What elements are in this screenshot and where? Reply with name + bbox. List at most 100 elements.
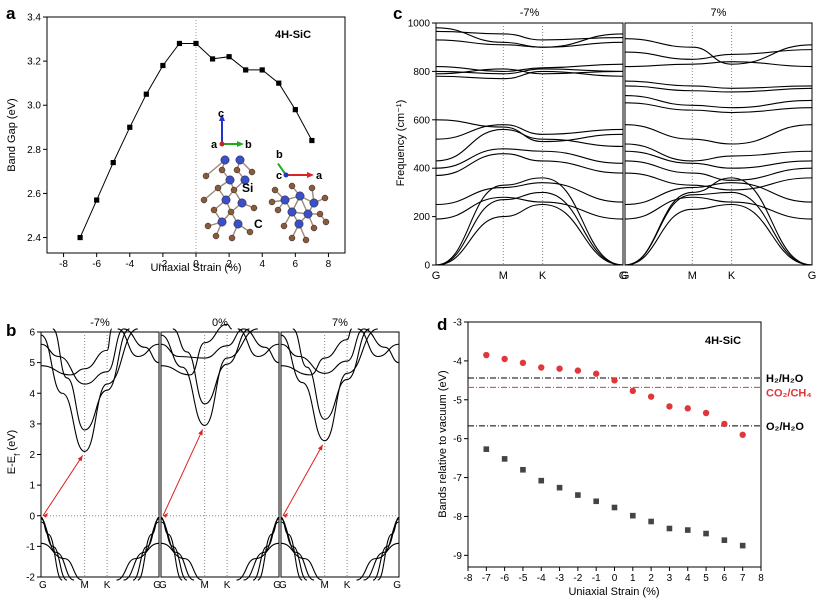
axis-a-point	[219, 141, 225, 147]
kpoint-label: G	[39, 580, 47, 591]
cbm-point	[629, 387, 637, 395]
indirect-gap-arrow-tail	[283, 512, 288, 518]
band-gap-point	[143, 91, 149, 97]
panel-b-letter: b	[6, 321, 16, 340]
phonon-branch	[435, 70, 624, 80]
indirect-gap-arrow	[282, 444, 324, 516]
panel-d-ytick-label: -3	[453, 318, 462, 329]
band-gap-point	[160, 62, 166, 69]
conduction-band	[243, 328, 280, 364]
crystal-top-c-atom	[288, 182, 296, 190]
acoustic-branch	[435, 177, 624, 266]
phonon-branch	[624, 160, 813, 181]
kpoint-label: K	[728, 270, 736, 282]
conduction-band	[280, 328, 378, 442]
panel-d-xtick-label: -8	[464, 573, 473, 584]
panel-c-ytick-label: 200	[413, 212, 430, 223]
crystal-side-si-atom	[220, 155, 230, 165]
crystal-side-si-atom	[233, 219, 243, 229]
indirect-gap-arrowhead	[317, 444, 323, 451]
panel-d-xtick-label: 3	[667, 573, 673, 584]
band-gap-point	[259, 67, 265, 73]
panel-d-xtick-label: 8	[758, 573, 764, 584]
crystal-top-c-atom	[268, 198, 276, 206]
panel-d-xtick-label: -4	[537, 573, 546, 584]
vbm-point	[684, 527, 691, 533]
indirect-gap-arrowhead	[77, 455, 83, 462]
acoustic-branch	[624, 203, 813, 266]
crystal-side-c-atom	[248, 168, 256, 176]
indirect-gap-arrow	[42, 455, 84, 517]
panel-d-ytick-label: -6	[453, 434, 462, 445]
phonon-branch	[624, 150, 813, 169]
panel-c-ytick-label: 1000	[408, 19, 431, 30]
panel-a-xtick-label: 0	[193, 259, 199, 270]
cbm-point	[574, 367, 582, 374]
panel-c-letter: c	[393, 4, 402, 23]
panel-d-xtick-label: -1	[592, 573, 601, 584]
indirect-gap-arrow-tail	[163, 512, 168, 518]
panel-a-ytick-label: 2.4	[27, 233, 41, 244]
conduction-band	[160, 323, 232, 376]
panel-b-ytick-label: 5	[29, 358, 35, 369]
kpoint-label: K	[539, 270, 547, 282]
crystal-top-c-atom	[302, 236, 310, 244]
panel-d-ytick-label: -7	[453, 473, 462, 484]
kpoint-label: G	[619, 270, 628, 282]
valence-band	[123, 521, 160, 581]
conduction-band	[172, 328, 250, 405]
vbm-point	[520, 466, 526, 473]
valence-band	[116, 542, 160, 581]
valence-band	[160, 542, 203, 581]
phonon-branch	[435, 196, 624, 220]
vbm-point	[666, 525, 673, 532]
crystal-top-si-atom	[309, 198, 319, 208]
cbm-point	[556, 365, 563, 372]
kpoint-label: K	[344, 580, 351, 591]
cbm-point	[684, 405, 691, 412]
panel-d-title: 4H-SiC	[705, 335, 741, 347]
si-atom-label: Si	[242, 181, 253, 195]
axis-a-label: a	[211, 139, 218, 151]
phonon-branch	[624, 38, 813, 65]
phonon-branch	[435, 153, 624, 177]
reference-potential-label: H₂/H₂O	[766, 373, 804, 385]
valence-band	[280, 542, 323, 581]
kpoint-label: K	[104, 580, 111, 591]
phonon-subplot-title: 7%	[711, 7, 727, 19]
crystal-top-c-atom	[308, 184, 316, 192]
crystal-side-c-atom	[210, 206, 218, 214]
valence-band	[356, 542, 400, 581]
crystal-top-c-atom	[288, 234, 296, 242]
band-gap-point	[193, 40, 199, 47]
cbm-point	[739, 431, 746, 438]
panel-a-letter: a	[6, 4, 16, 23]
conduction-band	[123, 328, 160, 364]
phonon-branch	[624, 102, 813, 114]
phonon-branch	[624, 49, 813, 60]
panel-d-xtick-label: -6	[500, 573, 509, 584]
band-gap-point	[309, 137, 315, 144]
panel-a-ylabel: Band Gap (eV)	[6, 98, 18, 171]
kpoint-label: G	[808, 270, 817, 282]
conduction-band	[160, 328, 258, 426]
band-gap-point	[127, 124, 133, 130]
phonon-branch	[624, 172, 813, 191]
phonon-branch	[435, 148, 624, 169]
crystal-side-c-atom	[214, 184, 222, 192]
panel-a: a -8 -6 -4 -2 0 2 4 6 8 2.4 2.6 2.8 3.0 3.2 3.4 4H-SiC…	[6, 4, 346, 274]
reference-potential-label: CO₂/CH₄	[766, 387, 812, 399]
acoustic-branch	[435, 191, 624, 266]
panel-d-xtick-label: 2	[648, 573, 654, 584]
phonon-branch	[624, 85, 813, 93]
phonon-subplot-frame	[435, 22, 624, 266]
cbm-point	[647, 393, 655, 400]
kpoint-label: G	[159, 580, 167, 591]
crystal-top-si-atom	[287, 207, 297, 217]
crystal-side-si-atom	[225, 175, 235, 185]
phonon-branch	[624, 124, 813, 145]
crystal-top-si-atom	[280, 195, 290, 205]
panel-b-ytick-label: 6	[29, 328, 35, 339]
